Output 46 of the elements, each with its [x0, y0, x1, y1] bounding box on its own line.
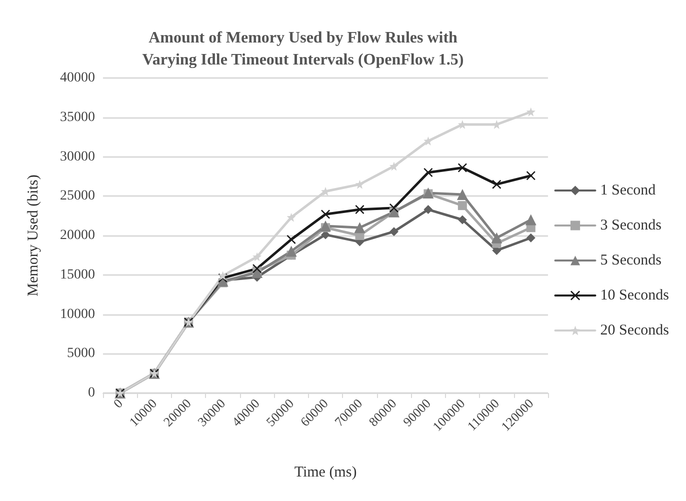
point — [218, 271, 228, 280]
point — [389, 203, 398, 212]
y-tick-label: 5000 — [67, 346, 95, 362]
point — [491, 232, 502, 244]
x-tick-label: 0 — [110, 396, 126, 411]
point — [355, 180, 364, 189]
y-tick-label: 20000 — [60, 228, 95, 243]
point — [286, 212, 296, 222]
point — [355, 205, 364, 214]
point — [424, 205, 433, 214]
point — [492, 180, 502, 189]
legend-label: 1 Second — [600, 182, 656, 198]
point — [389, 227, 398, 236]
point — [252, 252, 262, 262]
y-tick-label: 15000 — [60, 267, 95, 282]
x-axis-title: Time (ms) — [294, 464, 357, 480]
point — [458, 201, 467, 210]
point — [321, 210, 330, 219]
point — [320, 220, 331, 232]
y-axis-title: Memory Used (bits) — [26, 174, 42, 296]
point — [458, 163, 467, 172]
legend-label: 5 Seconds — [600, 252, 662, 268]
legend-label: 3 Seconds — [600, 218, 662, 234]
y-tick-label: 35000 — [60, 110, 95, 125]
y-tick-label: 30000 — [60, 149, 95, 164]
point — [286, 234, 296, 244]
y-tick-label: 25000 — [60, 188, 95, 204]
y-tick-label: 10000 — [60, 306, 95, 322]
point — [424, 168, 433, 177]
y-tick-label: 0 — [88, 386, 95, 400]
legend-label: 10 Seconds — [600, 288, 670, 304]
point — [354, 222, 366, 234]
point — [424, 136, 433, 146]
point — [389, 162, 398, 171]
point — [526, 171, 536, 180]
point — [252, 267, 263, 278]
point — [458, 215, 467, 224]
point — [286, 246, 297, 257]
y-tick-label: 40000 — [60, 70, 95, 86]
point — [525, 214, 536, 226]
point — [456, 189, 468, 200]
point — [526, 107, 536, 116]
chart-title: Amount of Memory Used by Flow Rules with Varying Idle Timeout Intervals (OpenFlow 1.5) — [142, 30, 464, 68]
legend-label: 20 Seconds — [600, 322, 670, 338]
point — [458, 120, 467, 129]
point — [526, 233, 536, 242]
